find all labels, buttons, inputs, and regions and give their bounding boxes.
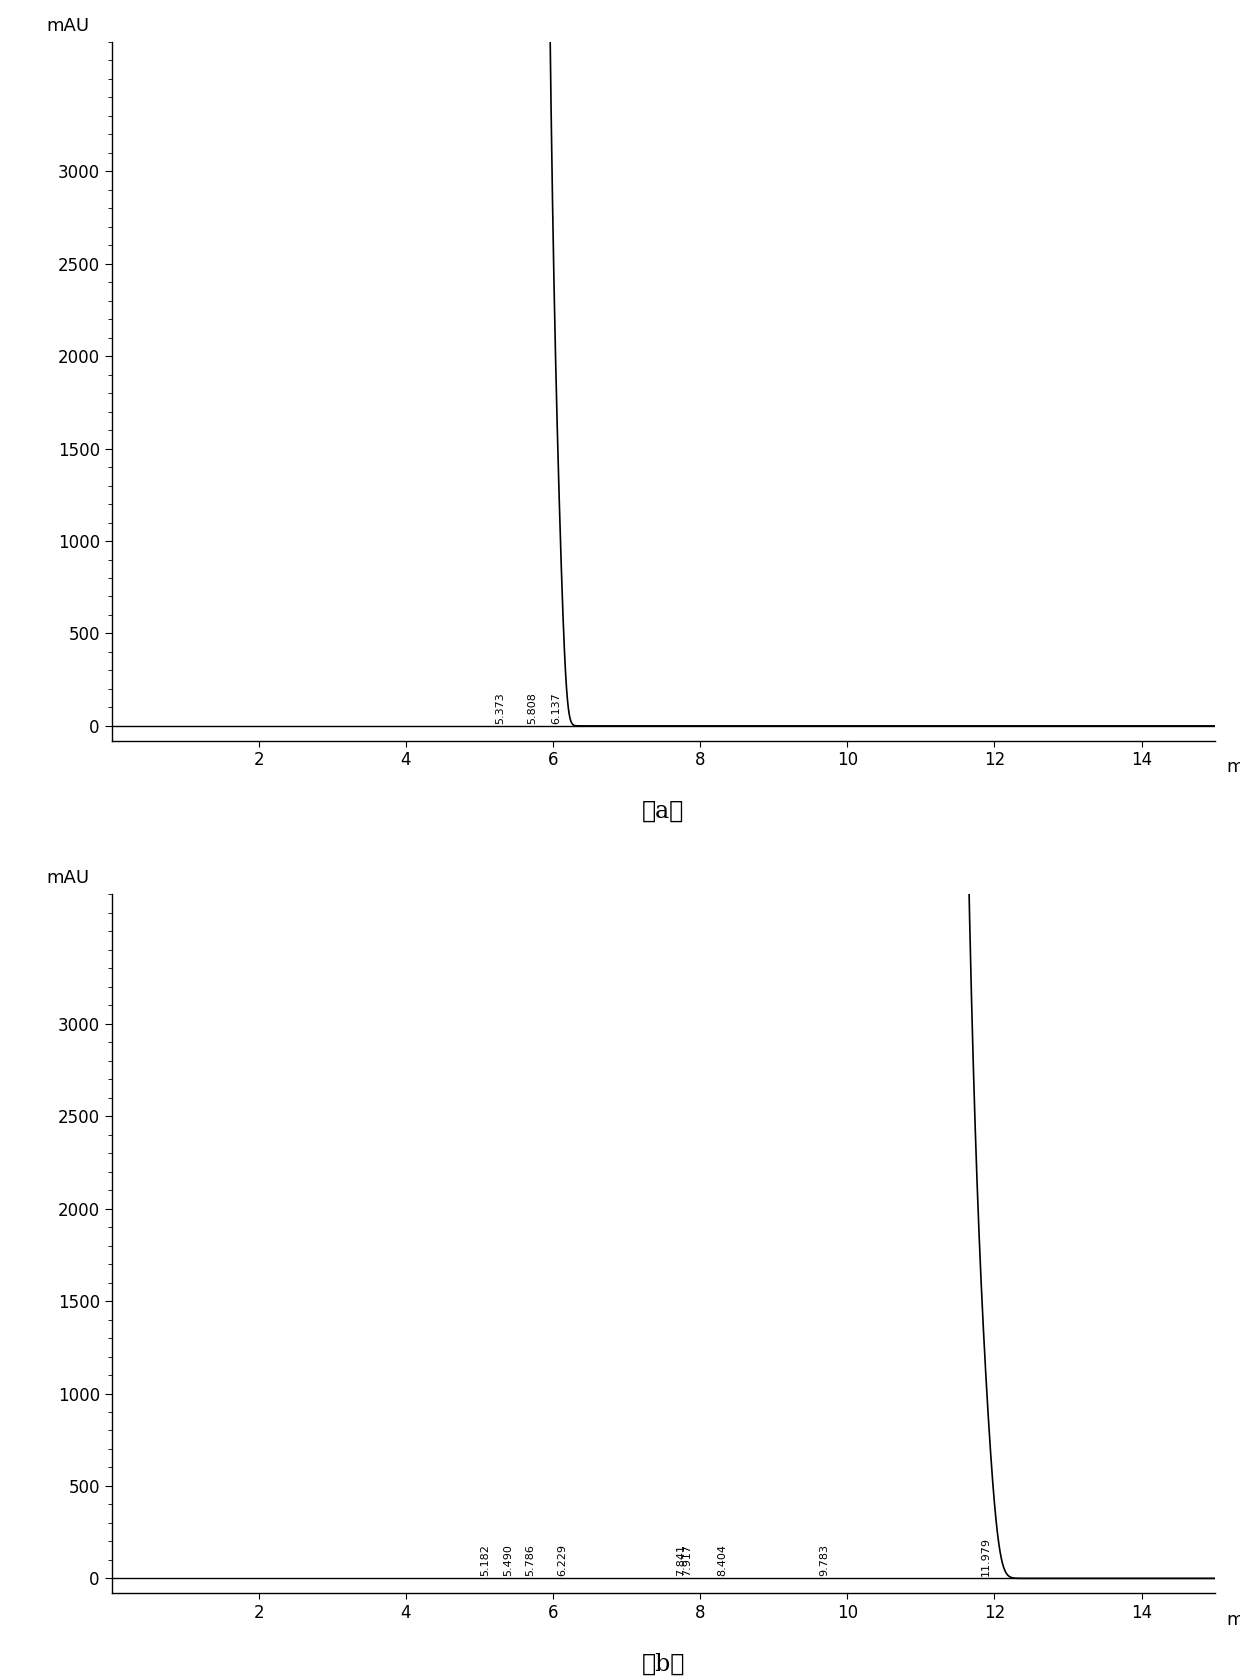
Text: 8.404: 8.404	[718, 1545, 728, 1576]
Text: 6.137: 6.137	[551, 693, 560, 724]
Text: 5.808: 5.808	[527, 693, 537, 724]
Text: 5.490: 5.490	[503, 1545, 513, 1576]
Text: 5.373: 5.373	[495, 693, 505, 724]
Text: （a）: （a）	[642, 800, 684, 823]
Text: 7.841: 7.841	[676, 1545, 686, 1576]
Text: 11.979: 11.979	[981, 1538, 991, 1576]
X-axis label: mi: mi	[1226, 758, 1240, 776]
Text: 7.917: 7.917	[682, 1545, 692, 1576]
Text: 9.783: 9.783	[820, 1545, 830, 1576]
X-axis label: mi: mi	[1226, 1610, 1240, 1628]
Y-axis label: mAU: mAU	[46, 869, 89, 887]
Text: 5.182: 5.182	[481, 1545, 491, 1576]
Y-axis label: mAU: mAU	[46, 17, 89, 35]
Text: （b）: （b）	[642, 1652, 684, 1675]
Text: 5.786: 5.786	[525, 1545, 536, 1576]
Text: 6.229: 6.229	[558, 1545, 568, 1576]
